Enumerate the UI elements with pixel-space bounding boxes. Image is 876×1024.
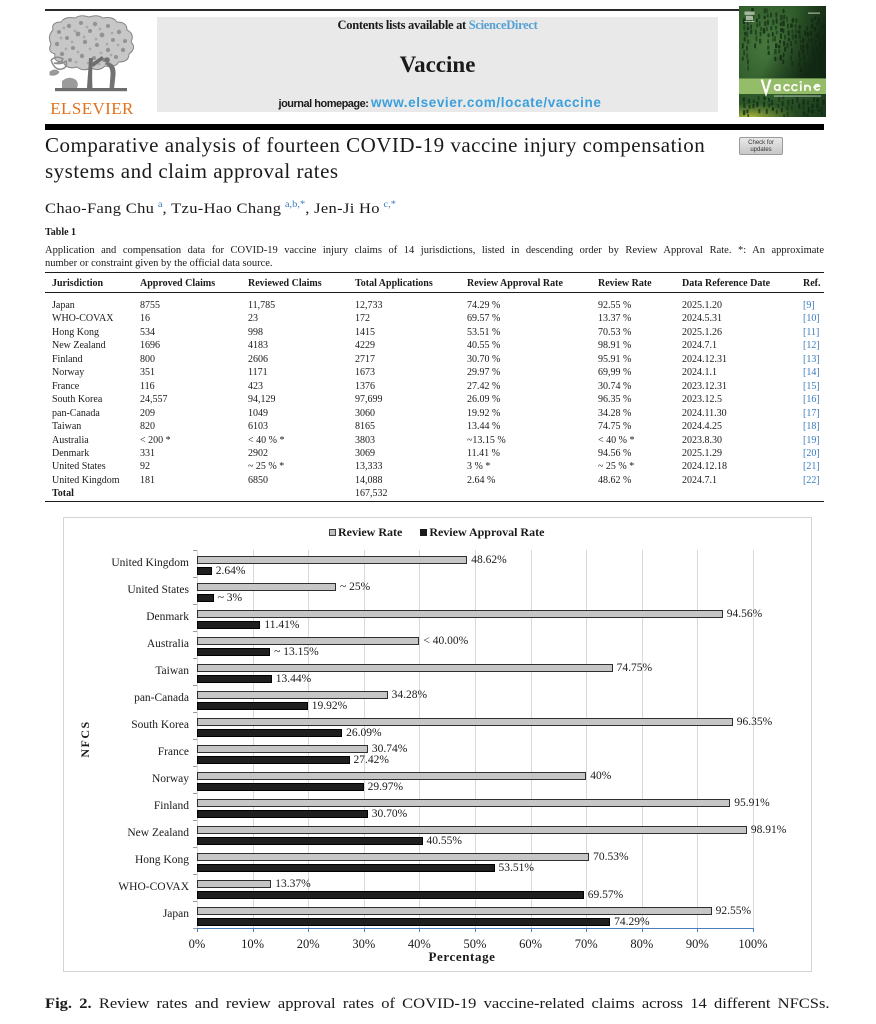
svg-text:ELSEVIER: ELSEVIER bbox=[50, 99, 134, 116]
